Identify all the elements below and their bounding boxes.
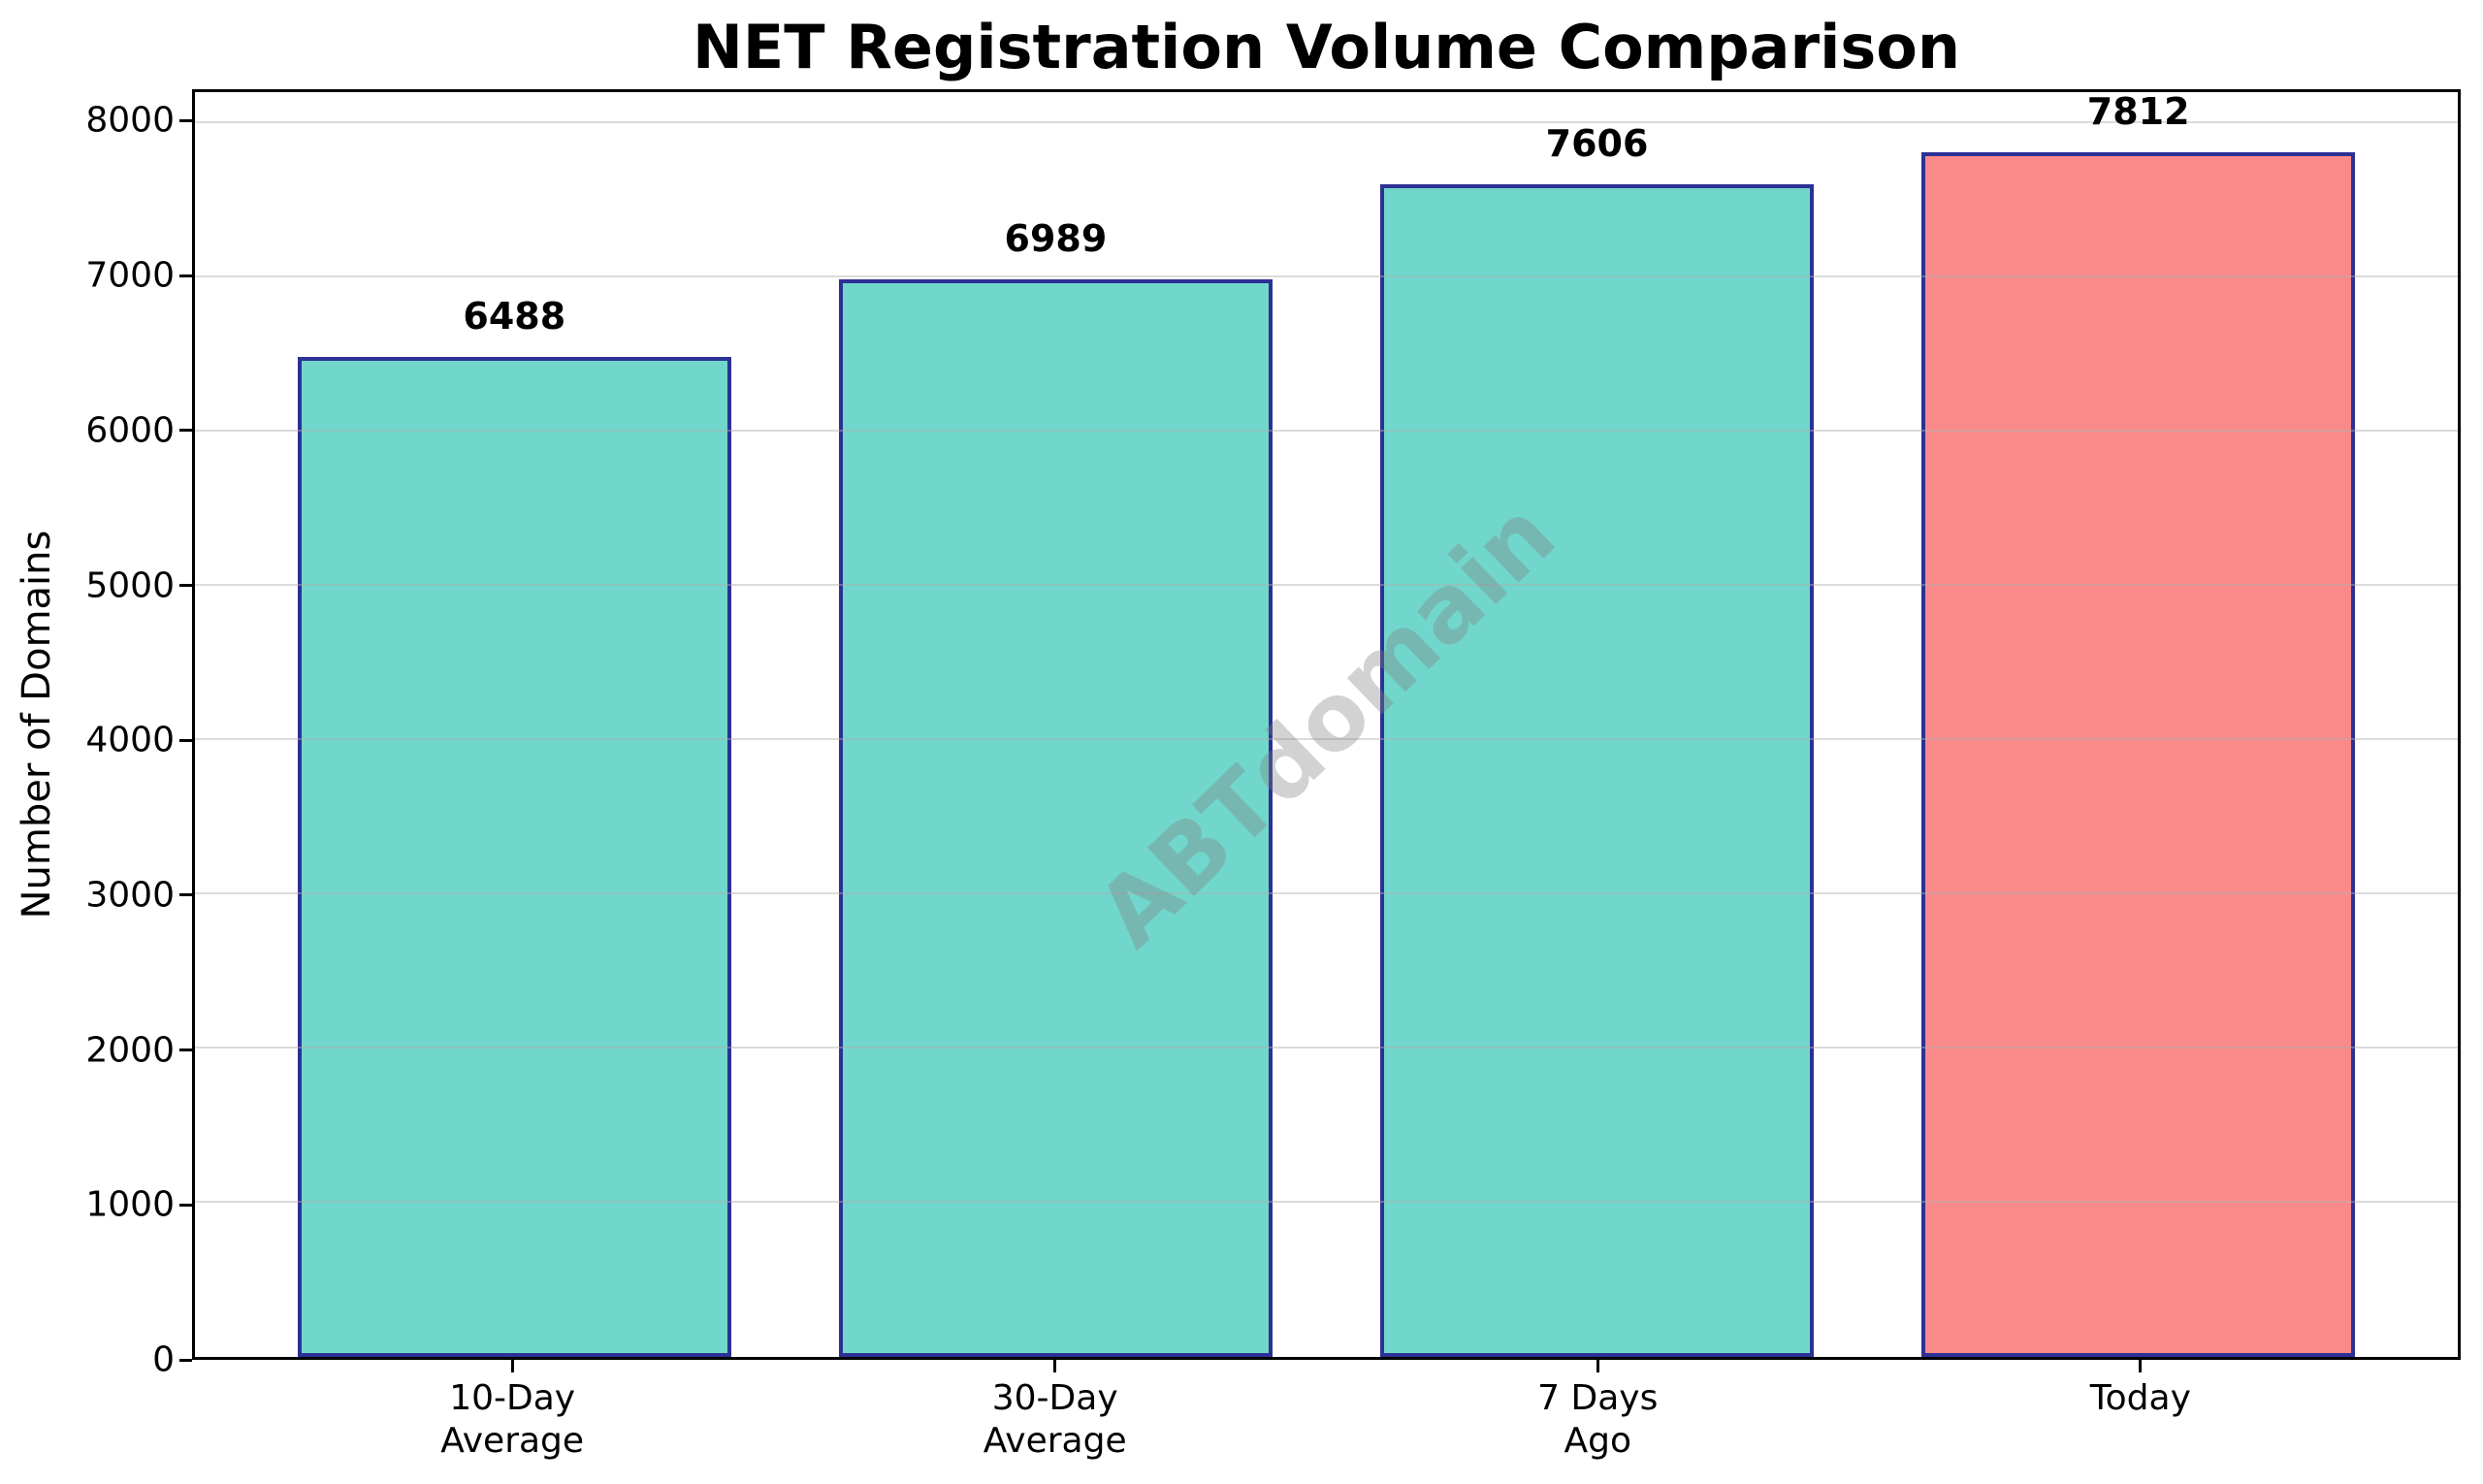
y-tick-label: 3000: [85, 875, 175, 916]
y-tick-mark: [179, 1358, 192, 1362]
y-axis-label: Number of Domains: [15, 530, 59, 919]
x-tick-mark: [1596, 1360, 1599, 1372]
x-tick-mark: [510, 1360, 514, 1372]
y-tick-label: 5000: [85, 565, 175, 605]
plot-area: ABTdomain 6488 6989 7606 7812: [192, 89, 2461, 1360]
y-tick-label: 0: [152, 1339, 175, 1380]
y-tick-mark: [179, 738, 192, 742]
bars-container: [195, 92, 2458, 1357]
y-tick-label: 2000: [85, 1030, 175, 1071]
bar-30-day-average: [839, 279, 1273, 1357]
y-tick-label: 6000: [85, 410, 175, 451]
x-tick-label-10-day-average: 10-Day Average: [440, 1378, 585, 1461]
x-tick-mark: [2139, 1360, 2143, 1372]
y-tick-label: 7000: [85, 255, 175, 296]
y-tick-mark: [179, 1048, 192, 1052]
x-tick-label-today: Today: [2089, 1378, 2191, 1418]
y-tick-mark: [179, 118, 192, 122]
bar-today: [1921, 152, 2355, 1357]
y-tick-mark: [179, 1203, 192, 1207]
bar-10-day-average: [298, 356, 731, 1357]
x-tick-mark: [1053, 1360, 1057, 1372]
chart-title: NET Registration Volume Comparison: [693, 12, 1960, 82]
y-tick-mark: [179, 274, 192, 277]
y-tick-label: 4000: [85, 720, 175, 760]
y-tick-mark: [179, 893, 192, 897]
y-tick-label: 1000: [85, 1184, 175, 1225]
bar-7-days-ago: [1380, 183, 1814, 1357]
x-tick-label-7-days-ago: 7 Days Ago: [1537, 1378, 1659, 1461]
y-tick-label: 8000: [85, 100, 175, 141]
x-tick-label-30-day-average: 30-Day Average: [983, 1378, 1127, 1461]
y-tick-mark: [179, 584, 192, 587]
y-tick-mark: [179, 429, 192, 433]
